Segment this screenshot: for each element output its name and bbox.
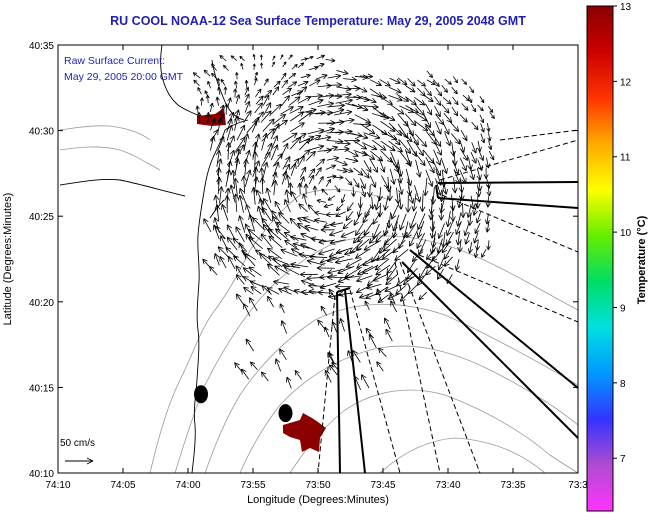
y-axis-label: Latitude (Degrees:Minutes) [2,193,14,326]
colorbar-tick-label: 8 [620,379,626,390]
x-tick-label: 73:3 [568,480,588,491]
y-tick-label: 40:25 [29,212,54,223]
colorbar [587,6,613,511]
station-1 [194,385,208,403]
y-tick-label: 40:15 [29,383,54,394]
y-tick-label: 40:35 [29,41,54,52]
y-tick-label: 40:10 [29,469,54,480]
colorbar-ticks: 13 12 11 10 9 8 7 [613,2,632,465]
station-2 [279,404,293,422]
chart-title: RU COOL NOAA-12 Sea Surface Temperature:… [58,14,578,28]
x-axis-label: Longitude (Degrees:Minutes) [247,494,389,506]
x-tick-label: 74:00 [175,480,200,491]
colorbar-label: Temperature (°C) [636,215,648,304]
colorbar-tick-label: 11 [620,153,631,164]
y-tick-label: 40:30 [29,127,54,138]
x-tick-label: 73:35 [500,480,525,491]
x-tick-label: 73:45 [370,480,395,491]
x-tick-label: 73:40 [435,480,460,491]
x-tick-label: 74:10 [45,480,70,491]
x-tick-label: 74:05 [110,480,135,491]
colorbar-tick-label: 7 [620,454,626,465]
colorbar-tick-label: 9 [620,303,626,314]
y-tick-label: 40:20 [29,298,54,309]
annotation-label: Raw Surface Current: [64,55,165,67]
colorbar-tick-label: 10 [620,228,632,239]
colorbar-tick-label: 12 [620,77,632,88]
colorbar-tick-label: 13 [620,2,632,13]
x-tick-label: 73:50 [305,480,330,491]
scale-vector-label: 50 cm/s [60,438,95,449]
annotation-time: May 29, 2005 20:00 GMT [64,71,183,83]
plot-background [58,45,578,473]
x-tick-label: 73:55 [240,480,265,491]
